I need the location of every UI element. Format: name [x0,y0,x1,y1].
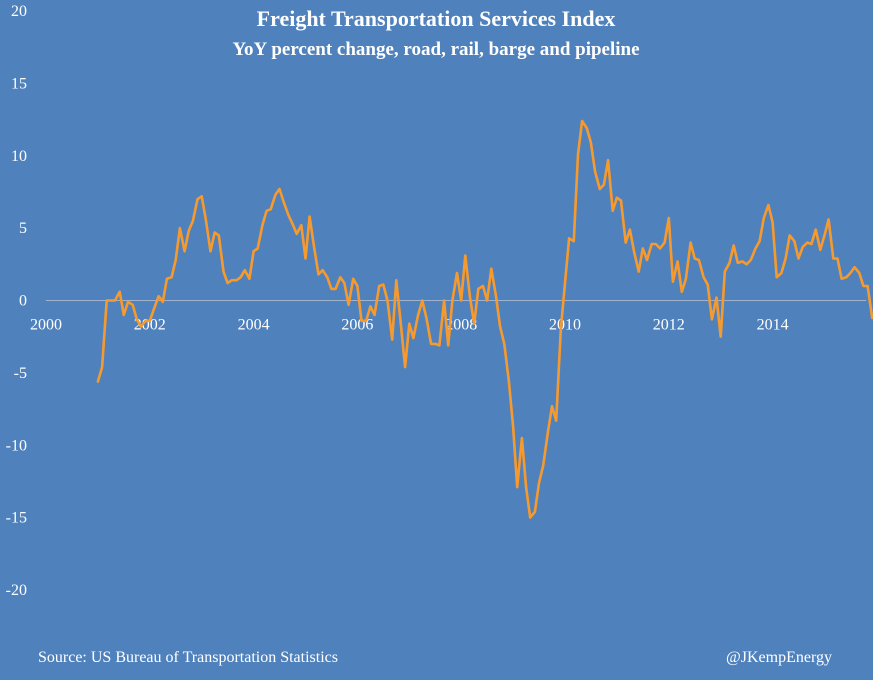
y-tick-label: 0 [19,293,27,310]
y-tick-label: -20 [6,582,27,599]
chart-title: Freight Transportation Services Index [257,6,616,31]
y-tick-label: -15 [6,510,27,527]
credit-handle: @JKempEnergy [726,649,832,666]
x-tick-label: 2014 [757,317,789,334]
x-tick-label: 2010 [549,317,581,334]
series-layer [96,119,873,519]
x-tick-label: 2000 [30,317,62,334]
x-tick-label: 2002 [134,317,166,334]
y-axis-tick-labels: 20 15 10 5 0 -5 -10 -15 -20 [6,3,27,599]
y-tick-label: -10 [6,437,27,454]
y-tick-label: 20 [11,3,27,20]
chart-subtitle: YoY percent change, road, rail, barge an… [232,39,639,60]
y-tick-label: -5 [14,365,27,382]
x-tick-label: 2012 [653,317,685,334]
x-tick-label: 2008 [445,317,477,334]
series-line [96,119,873,519]
source-note: Source: US Bureau of Transportation Stat… [38,649,338,666]
y-tick-label: 15 [11,75,27,92]
y-tick-label: 5 [19,220,27,237]
x-tick-label: 2006 [341,317,373,334]
x-tick-label: 2004 [238,317,270,334]
x-axis-tick-labels: 2000 2002 2004 2006 2008 2010 2012 2014 [30,317,789,334]
y-tick-label: 10 [11,148,27,165]
